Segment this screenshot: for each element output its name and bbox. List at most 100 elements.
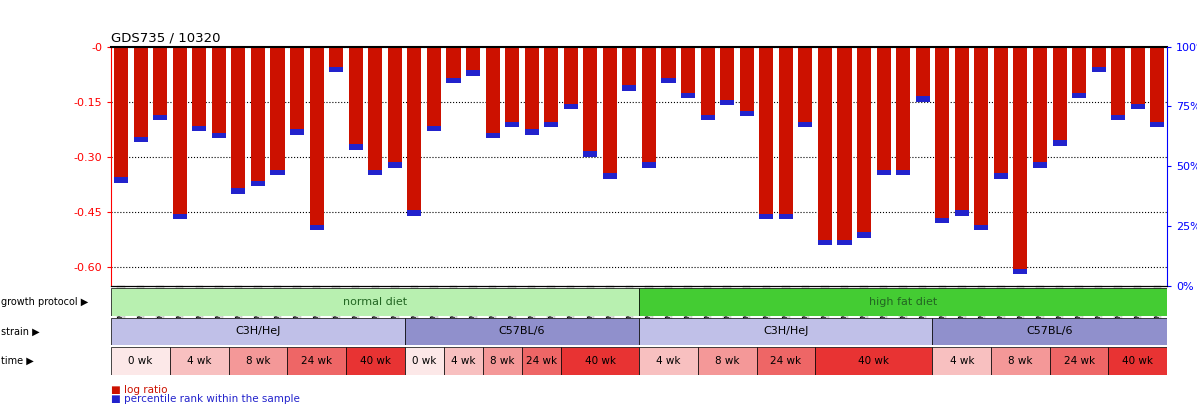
Bar bbox=[955, 47, 968, 216]
Text: 4 wk: 4 wk bbox=[187, 356, 212, 366]
Bar bbox=[427, 126, 440, 131]
Bar bbox=[114, 177, 128, 183]
Bar bbox=[935, 217, 949, 223]
Text: strain ▶: strain ▶ bbox=[1, 326, 40, 336]
Bar bbox=[681, 47, 695, 98]
Bar bbox=[271, 47, 285, 175]
Text: ■ log ratio: ■ log ratio bbox=[111, 385, 168, 394]
Text: C57BL/6: C57BL/6 bbox=[499, 326, 545, 336]
Bar bbox=[583, 47, 597, 157]
Bar bbox=[369, 47, 382, 175]
Text: 4 wk: 4 wk bbox=[451, 356, 475, 366]
Bar bbox=[482, 347, 522, 375]
Bar bbox=[1092, 47, 1106, 72]
Text: 8 wk: 8 wk bbox=[490, 356, 515, 366]
Text: C3H/HeJ: C3H/HeJ bbox=[236, 326, 280, 336]
Text: GDS735 / 10320: GDS735 / 10320 bbox=[111, 32, 220, 45]
Bar bbox=[897, 47, 910, 175]
Bar bbox=[561, 347, 639, 375]
Bar bbox=[876, 47, 891, 175]
Bar bbox=[1073, 92, 1086, 98]
Bar bbox=[1014, 269, 1027, 275]
Bar bbox=[1052, 47, 1067, 146]
Bar bbox=[974, 225, 989, 230]
Bar bbox=[405, 318, 639, 345]
Bar bbox=[564, 104, 578, 109]
Bar bbox=[1014, 47, 1027, 275]
Bar bbox=[346, 347, 405, 375]
Bar bbox=[740, 47, 754, 116]
Bar bbox=[170, 347, 229, 375]
Bar bbox=[779, 47, 792, 220]
Bar bbox=[798, 47, 813, 128]
Bar bbox=[1033, 162, 1047, 168]
Bar bbox=[818, 47, 832, 245]
Bar bbox=[662, 47, 675, 83]
Bar bbox=[310, 225, 323, 230]
Bar bbox=[994, 47, 1008, 179]
Bar bbox=[329, 47, 344, 72]
Bar bbox=[407, 47, 421, 216]
Bar bbox=[251, 47, 265, 186]
Bar bbox=[838, 47, 851, 245]
Bar bbox=[932, 347, 991, 375]
Bar bbox=[231, 188, 245, 194]
Text: ■ percentile rank within the sample: ■ percentile rank within the sample bbox=[111, 394, 300, 404]
Bar bbox=[721, 47, 734, 105]
Bar bbox=[1150, 47, 1165, 128]
Text: 8 wk: 8 wk bbox=[245, 356, 271, 366]
Bar bbox=[1131, 104, 1144, 109]
Bar bbox=[193, 47, 206, 131]
Bar bbox=[111, 318, 405, 345]
Bar bbox=[974, 47, 989, 230]
Bar bbox=[212, 133, 226, 139]
Bar bbox=[740, 111, 754, 116]
Bar bbox=[857, 47, 871, 238]
Bar bbox=[134, 136, 147, 142]
Bar bbox=[759, 214, 773, 220]
Bar bbox=[348, 144, 363, 149]
Bar bbox=[639, 288, 1167, 316]
Bar bbox=[759, 47, 773, 220]
Bar bbox=[231, 47, 245, 194]
Bar bbox=[700, 47, 715, 120]
Bar bbox=[212, 47, 226, 139]
Bar bbox=[290, 129, 304, 135]
Bar bbox=[405, 347, 444, 375]
Bar bbox=[642, 162, 656, 168]
Bar bbox=[446, 78, 461, 83]
Bar bbox=[388, 162, 402, 168]
Text: 24 wk: 24 wk bbox=[770, 356, 802, 366]
Bar bbox=[114, 47, 128, 183]
Bar bbox=[642, 47, 656, 168]
Bar bbox=[955, 210, 968, 216]
Bar bbox=[991, 347, 1050, 375]
Bar bbox=[698, 347, 757, 375]
Bar bbox=[111, 288, 639, 316]
Bar bbox=[466, 47, 480, 76]
Bar bbox=[857, 232, 871, 238]
Bar bbox=[935, 47, 949, 223]
Bar bbox=[388, 47, 402, 168]
Bar bbox=[932, 318, 1167, 345]
Bar bbox=[1073, 47, 1086, 98]
Bar bbox=[583, 151, 597, 157]
Bar bbox=[271, 170, 285, 175]
Bar bbox=[153, 115, 168, 120]
Bar bbox=[681, 92, 695, 98]
Bar bbox=[1033, 47, 1047, 168]
Bar bbox=[1050, 347, 1108, 375]
Bar bbox=[427, 47, 440, 131]
Bar bbox=[1111, 47, 1125, 120]
Bar bbox=[1150, 122, 1165, 128]
Bar bbox=[622, 85, 637, 91]
Text: C57BL/6: C57BL/6 bbox=[1027, 326, 1073, 336]
Bar bbox=[329, 67, 344, 72]
Bar bbox=[1092, 67, 1106, 72]
Text: 40 wk: 40 wk bbox=[1123, 356, 1153, 366]
Bar bbox=[994, 173, 1008, 179]
Bar bbox=[505, 47, 519, 128]
Bar bbox=[505, 122, 519, 128]
Bar bbox=[287, 347, 346, 375]
Text: 40 wk: 40 wk bbox=[584, 356, 615, 366]
